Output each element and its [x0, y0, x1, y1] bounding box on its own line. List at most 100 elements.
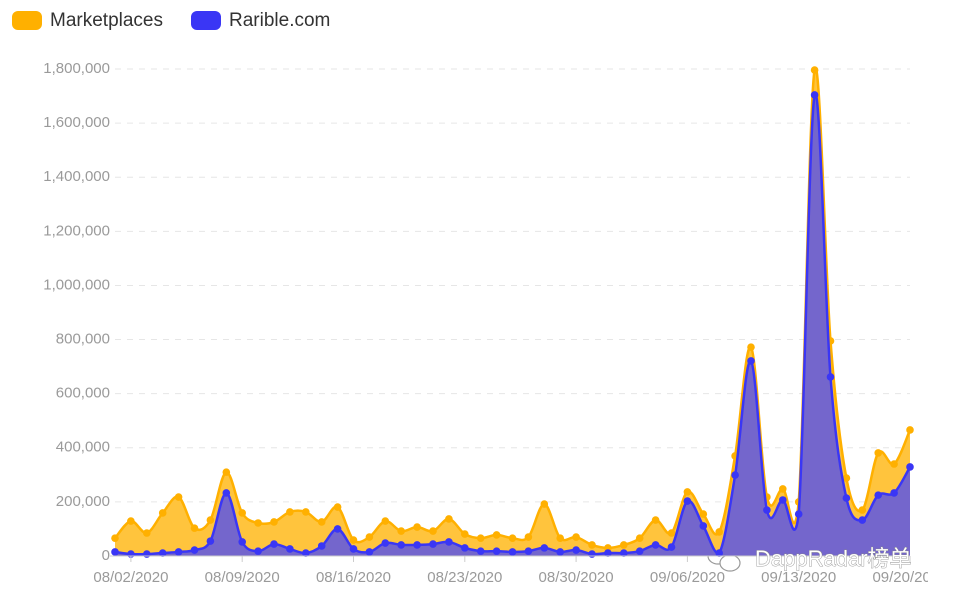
point — [461, 530, 469, 538]
point — [524, 547, 533, 555]
line — [114, 66, 912, 550]
point — [683, 497, 692, 505]
point — [842, 474, 851, 482]
x-axis-labels: 08/02/2020 08/09/2020 08/16/2020 08/23/2020… — [93, 569, 947, 586]
point — [317, 518, 326, 526]
point — [779, 496, 787, 504]
y-tick-label: 1,000,000 — [43, 276, 110, 293]
point — [143, 529, 151, 537]
point — [174, 493, 183, 501]
point — [492, 547, 501, 555]
point — [906, 426, 914, 434]
point — [317, 542, 326, 550]
legend-label: Rarible.com — [229, 10, 330, 31]
x-tick-label: 08/30/2020 — [539, 569, 614, 586]
point — [206, 537, 215, 545]
point — [143, 550, 151, 558]
point — [445, 538, 453, 546]
point — [572, 533, 580, 541]
point — [349, 545, 358, 553]
point — [906, 463, 914, 471]
point — [111, 548, 119, 556]
point — [699, 522, 708, 530]
x-tick-label: 09/06/2020 — [650, 569, 725, 586]
y-tick-label: 600,000 — [56, 385, 110, 402]
point — [731, 471, 739, 479]
point — [715, 528, 723, 536]
point — [222, 468, 231, 476]
x-tick-label: 08/23/2020 — [427, 569, 502, 586]
x-tick-label: 08/02/2020 — [93, 569, 168, 586]
point — [540, 544, 549, 552]
point — [302, 549, 310, 557]
point — [429, 527, 437, 535]
point — [302, 508, 310, 516]
point — [397, 527, 406, 535]
x-tick-label: 09/20/2020 — [872, 569, 947, 586]
y-tick-label: 1,200,000 — [43, 222, 110, 239]
y-tick-label: 1,400,000 — [43, 168, 110, 185]
point — [222, 489, 231, 497]
point — [381, 517, 390, 525]
point — [413, 523, 421, 531]
point — [190, 524, 199, 532]
point — [492, 531, 501, 539]
y-tick-label: 1,800,000 — [43, 60, 110, 77]
point — [890, 489, 898, 497]
point — [476, 547, 485, 555]
point — [651, 541, 660, 549]
point — [333, 525, 342, 533]
point — [826, 373, 835, 381]
point — [858, 516, 867, 524]
point — [158, 509, 167, 517]
point — [254, 547, 262, 555]
point — [461, 544, 469, 552]
point — [620, 541, 628, 549]
point — [874, 491, 882, 499]
point — [556, 548, 564, 556]
x-tick-label: 09/13/2020 — [761, 569, 836, 586]
point — [158, 549, 167, 557]
legend-label: Marketplaces — [50, 10, 163, 31]
y-tick-label: 1,600,000 — [43, 114, 110, 131]
point — [476, 534, 485, 542]
point — [174, 548, 183, 556]
point — [381, 539, 390, 547]
point — [699, 510, 708, 518]
point — [747, 357, 755, 365]
x-tick-label: 08/16/2020 — [316, 569, 391, 586]
point — [810, 91, 819, 99]
point — [763, 506, 771, 514]
point — [588, 541, 596, 549]
point — [111, 534, 119, 542]
legend-swatch — [12, 11, 42, 30]
point — [747, 343, 755, 351]
watermark: DappRadar榜单 — [755, 546, 912, 571]
x-tick-label: 08/09/2020 — [205, 569, 280, 586]
point — [238, 538, 246, 546]
point — [556, 534, 564, 542]
point — [445, 515, 453, 523]
legend-swatch — [191, 11, 221, 30]
point — [206, 516, 215, 524]
point — [858, 506, 867, 514]
point — [667, 543, 676, 551]
point — [413, 541, 421, 549]
point — [429, 540, 437, 548]
point — [890, 460, 898, 468]
point — [715, 549, 723, 557]
point — [588, 550, 596, 558]
point — [508, 548, 517, 556]
point — [572, 546, 580, 554]
point — [794, 510, 803, 518]
point — [540, 500, 549, 508]
point — [779, 485, 787, 493]
point — [286, 508, 294, 516]
y-tick-label: 200,000 — [56, 493, 110, 510]
area — [115, 93, 910, 557]
point — [635, 534, 644, 542]
point — [524, 533, 533, 541]
point — [270, 540, 278, 548]
point — [620, 549, 628, 557]
